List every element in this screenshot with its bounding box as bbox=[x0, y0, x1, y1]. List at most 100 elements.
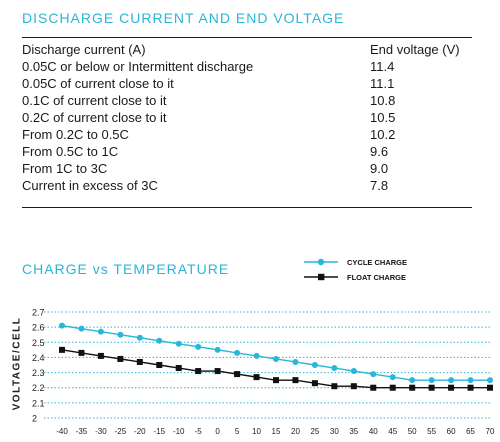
float-charge-point bbox=[253, 374, 260, 381]
table-row: Current in excess of 3C 7.8 bbox=[22, 177, 472, 194]
x-tick-label: -15 bbox=[153, 427, 165, 436]
cycle-charge-point bbox=[350, 368, 357, 375]
x-tick-label: -35 bbox=[76, 427, 88, 436]
cycle-charge-point bbox=[428, 377, 435, 384]
float-charge-point bbox=[448, 384, 455, 391]
y-tick-label: 2.3 bbox=[32, 368, 45, 378]
x-tick-label: -25 bbox=[115, 427, 127, 436]
float-charge-point bbox=[59, 346, 65, 353]
cell-voltage: 9.0 bbox=[370, 161, 389, 176]
float-charge-point bbox=[234, 371, 241, 378]
float-charge-point bbox=[428, 384, 435, 391]
cycle-charge-point bbox=[467, 377, 474, 384]
x-tick-label: -10 bbox=[173, 427, 185, 436]
x-tick-label: 15 bbox=[272, 427, 281, 436]
cell-voltage: 11.4 bbox=[370, 59, 395, 74]
float-charge-point bbox=[311, 380, 318, 387]
y-tick-label: 2.2 bbox=[32, 383, 45, 393]
x-tick-label: -5 bbox=[195, 427, 203, 436]
x-tick-label: 70 bbox=[486, 427, 495, 436]
cell-current: 0.1C of current close to it bbox=[22, 93, 167, 108]
header-voltage: End voltage (V) bbox=[370, 42, 460, 57]
x-tick-label: 45 bbox=[388, 427, 397, 436]
x-tick-label: 30 bbox=[330, 427, 339, 436]
cell-current: From 1C to 3C bbox=[22, 161, 108, 176]
float-charge-point bbox=[487, 384, 493, 391]
cell-voltage: 10.8 bbox=[370, 93, 396, 108]
table-bottom-rule bbox=[22, 207, 472, 208]
cycle-charge-point bbox=[409, 377, 416, 384]
cell-current: Current in excess of 3C bbox=[22, 178, 158, 193]
discharge-table: Discharge current (A) End voltage (V) 0.05… bbox=[22, 41, 472, 194]
x-tick-label: 35 bbox=[349, 427, 358, 436]
table-row: From 0.5C to 1C 9.6 bbox=[22, 143, 472, 160]
cycle-charge-point bbox=[370, 371, 377, 378]
float-charge-point bbox=[467, 384, 474, 391]
table-row: From 1C to 3C 9.0 bbox=[22, 160, 472, 177]
y-tick-label: 2 bbox=[32, 414, 37, 424]
cycle-charge-point bbox=[331, 365, 338, 372]
float-charge-point bbox=[370, 384, 377, 391]
float-charge-point bbox=[78, 349, 85, 356]
float-charge-point bbox=[214, 368, 221, 375]
cycle-charge-point bbox=[214, 346, 221, 353]
cycle-charge-point bbox=[195, 343, 202, 350]
section-title-chart: CHARGE vs TEMPERATURE bbox=[22, 261, 230, 277]
cell-voltage: 10.2 bbox=[370, 127, 396, 142]
cell-current: From 0.2C to 0.5C bbox=[22, 127, 129, 142]
cycle-charge-point bbox=[311, 362, 318, 368]
y-tick-label: 2.4 bbox=[32, 353, 45, 363]
float-charge-point bbox=[156, 362, 163, 368]
x-tick-label: 60 bbox=[447, 427, 456, 436]
x-tick-label: 65 bbox=[466, 427, 475, 436]
x-tick-label: 50 bbox=[408, 427, 417, 436]
cycle-charge-point bbox=[156, 337, 163, 344]
cell-voltage: 7.8 bbox=[370, 178, 389, 193]
cycle-charge-point bbox=[448, 377, 455, 384]
cell-voltage: 9.6 bbox=[370, 144, 389, 159]
float-charge-point bbox=[175, 365, 182, 372]
x-tick-label: 55 bbox=[427, 427, 436, 436]
table-row: 0.05C or below or Intermittent discharge… bbox=[22, 58, 472, 75]
legend-marker-circle bbox=[317, 258, 325, 266]
float-charge-point bbox=[331, 383, 338, 390]
x-tick-label: 5 bbox=[235, 427, 240, 436]
cycle-charge-point bbox=[117, 331, 124, 338]
table-row: 0.2C of current close to it 10.5 bbox=[22, 109, 472, 126]
y-tick-label: 2.1 bbox=[32, 398, 45, 408]
section-title-discharge: DISCHARGE CURRENT AND END VOLTAGE bbox=[22, 10, 345, 26]
x-tick-label: -20 bbox=[134, 427, 146, 436]
float-charge-point bbox=[136, 358, 143, 365]
float-charge-point bbox=[350, 383, 357, 390]
float-charge-point bbox=[97, 352, 104, 359]
float-charge-point bbox=[273, 377, 279, 384]
cycle-charge-point bbox=[292, 358, 299, 365]
table-header-row: Discharge current (A) End voltage (V) bbox=[22, 41, 472, 58]
cycle-charge-point bbox=[389, 374, 396, 381]
cycle-charge-line bbox=[61, 324, 490, 381]
cycle-charge-point bbox=[97, 328, 104, 335]
cell-voltage: 10.5 bbox=[370, 110, 396, 125]
y-tick-label: 2.5 bbox=[32, 338, 45, 348]
x-tick-label: 20 bbox=[291, 427, 300, 436]
x-tick-label: 10 bbox=[252, 427, 261, 436]
table-row: 0.05C of current close to it 11.1 bbox=[22, 75, 472, 92]
float-charge-point bbox=[409, 384, 416, 391]
table-top-rule bbox=[22, 37, 472, 38]
legend-label: FLOAT CHARGE bbox=[347, 273, 406, 282]
table-row: 0.1C of current close to it 10.8 bbox=[22, 92, 472, 109]
legend-label: CYCLE CHARGE bbox=[347, 258, 407, 267]
table-row: From 0.2C to 0.5C 10.2 bbox=[22, 126, 472, 143]
cell-current: 0.05C or below or Intermittent discharge bbox=[22, 59, 254, 74]
cell-voltage: 11.1 bbox=[370, 76, 395, 91]
header-current: Discharge current (A) bbox=[22, 42, 146, 57]
x-tick-label: -40 bbox=[56, 427, 68, 436]
x-tick-label: 25 bbox=[310, 427, 319, 436]
float-charge-point bbox=[292, 377, 299, 384]
y-tick-label: 2.7 bbox=[32, 308, 45, 318]
float-charge-point bbox=[389, 384, 396, 391]
cell-current: 0.2C of current close to it bbox=[22, 110, 167, 125]
charge-temperature-chart: 2 2.1 2.2 2.3 2.4 2.5 2.6 2.7 -40 -35 -30 -25 -20 -15… bbox=[32, 258, 495, 436]
cycle-charge-point bbox=[78, 325, 85, 332]
cycle-charge-point bbox=[59, 322, 65, 329]
